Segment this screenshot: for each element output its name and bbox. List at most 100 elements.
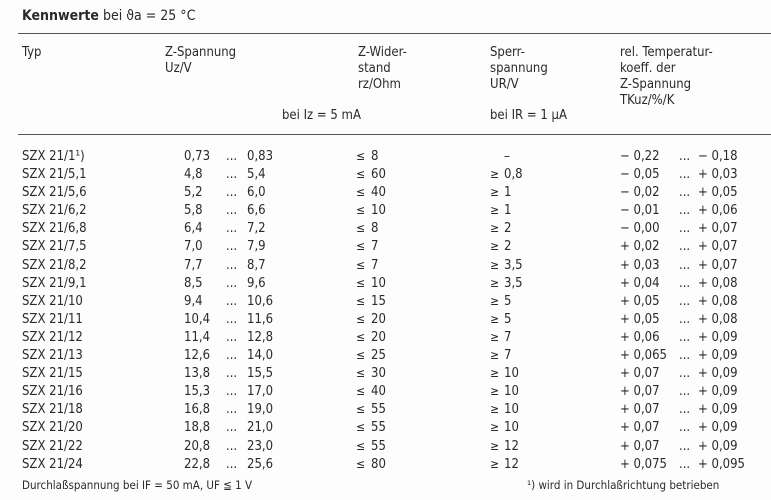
- tk-max-cell: + 0,09: [698, 384, 738, 400]
- type-cell: SZX 21/6,8: [22, 221, 87, 237]
- ur-symbol: ≥: [490, 456, 500, 471]
- uz-min-cell: 16,8: [184, 402, 211, 418]
- uz-max-cell: 17,0: [247, 384, 274, 400]
- uz-max-cell: 21,0: [247, 420, 274, 436]
- table-row: SZX 21/13 12,6... 14,0 ≤25 ≥7 + 0,065... + 0,0…: [0, 348, 771, 366]
- uz-min-cell: 12,6: [184, 348, 211, 364]
- table-row: SZX 21/6,2 5,8... 6,6 ≤10 ≥1 − 0,01... + 0,06: [0, 203, 771, 221]
- rz-symbol: ≤: [356, 257, 366, 272]
- ur-cell: 7: [504, 329, 512, 345]
- table-row: SZX 21/16 15,3... 17,0 ≤40 ≥10 + 0,07... + 0,0…: [0, 384, 771, 402]
- ur-cell: 12: [504, 456, 519, 472]
- rz-symbol: ≤: [356, 185, 366, 200]
- rz-cell: 25: [371, 348, 386, 364]
- ur-symbol: ≥: [490, 384, 500, 399]
- tk-min-cell: + 0,03: [620, 257, 660, 273]
- uz-min-cell: 0,73: [184, 149, 211, 164]
- uz-max-cell: 25,6: [247, 456, 274, 472]
- header-rule: [18, 134, 771, 135]
- tk-max-cell: + 0,08: [698, 311, 738, 327]
- table-row: SZX 21/20 18,8... 21,0 ≤55 ≥10 + 0,07... + 0,0…: [0, 420, 771, 438]
- uz-max-cell: 7,2: [247, 221, 266, 237]
- footer-forward-voltage: Durchlaßspannung bei IF = 50 mA, UF ≦ 1 …: [22, 478, 253, 492]
- uz-max-cell: 5,4: [247, 167, 266, 183]
- ur-symbol: ≥: [490, 402, 500, 417]
- tk-min-cell: + 0,07: [620, 402, 660, 418]
- ur-cell: –: [504, 149, 510, 164]
- range-dots: ...: [226, 366, 238, 382]
- uz-max-cell: 14,0: [247, 348, 274, 364]
- data-table: SZX 21/1¹) 0,73... 0,83 ≤8– − 0,22... − 0,18 S…: [0, 149, 771, 475]
- range-dots: ...: [679, 239, 691, 255]
- type-cell: SZX 21/5,6: [22, 185, 87, 201]
- ur-cell: 10: [504, 420, 519, 436]
- rz-cell: 10: [371, 275, 386, 291]
- range-dots: ...: [226, 257, 238, 273]
- header-tk-line: koeff. der: [620, 61, 676, 76]
- tk-max-cell: + 0,09: [698, 366, 738, 382]
- ur-symbol: ≥: [490, 185, 500, 200]
- range-dots: ...: [679, 348, 691, 364]
- range-dots: ...: [679, 275, 691, 291]
- type-cell: SZX 21/10: [22, 293, 83, 309]
- section-title: Kennwerte bei ϑa = 25 °C: [22, 8, 195, 24]
- uz-max-cell: 19,0: [247, 402, 274, 418]
- rz-cell: 40: [371, 384, 386, 400]
- range-dots: ...: [679, 420, 691, 436]
- rz-cell: 60: [371, 167, 386, 183]
- range-dots: ...: [226, 420, 238, 436]
- tk-min-cell: + 0,06: [620, 329, 660, 345]
- uz-min-cell: 22,8: [184, 456, 211, 472]
- header-tk-line: TKuz/%/K: [620, 93, 675, 108]
- rz-symbol: ≤: [356, 239, 366, 254]
- rz-symbol: ≤: [356, 402, 366, 417]
- ur-symbol: ≥: [490, 420, 500, 435]
- ur-symbol: ≥: [490, 221, 500, 236]
- rz-symbol: ≤: [356, 275, 366, 290]
- range-dots: ...: [226, 293, 238, 309]
- type-cell: SZX 21/16: [22, 384, 83, 400]
- ur-cell: 0,8: [504, 167, 523, 183]
- header-tk-line: rel. Temperatur-: [620, 45, 713, 60]
- range-dots: ...: [226, 402, 238, 418]
- uz-min-cell: 10,4: [184, 311, 211, 327]
- tk-min-cell: + 0,07: [620, 420, 660, 436]
- header-rz-line: stand: [358, 61, 391, 76]
- type-cell: SZX 21/1¹): [22, 149, 85, 164]
- uz-max-cell: 8,7: [247, 257, 266, 273]
- uz-max-cell: 0,83: [247, 149, 274, 164]
- tk-max-cell: + 0,07: [698, 257, 738, 273]
- ur-cell: 10: [504, 402, 519, 418]
- tk-min-cell: − 0,22: [620, 149, 660, 164]
- ur-cell: 2: [504, 239, 512, 255]
- rz-symbol: ≤: [356, 456, 366, 471]
- type-cell: SZX 21/12: [22, 329, 83, 345]
- type-cell: SZX 21/8,2: [22, 257, 87, 273]
- table-row: SZX 21/1¹) 0,73... 0,83 ≤8 – − 0,22... − 0,18: [0, 149, 771, 167]
- rz-cell: 20: [371, 329, 386, 345]
- uz-min-cell: 4,8: [184, 167, 203, 183]
- header-rz-line: Z-Wider-: [358, 45, 407, 60]
- rz-symbol: ≤: [356, 420, 366, 435]
- uz-min-cell: 20,8: [184, 438, 211, 454]
- range-dots: ...: [679, 366, 691, 382]
- uz-min-cell: 9,4: [184, 293, 203, 309]
- tk-max-cell: + 0,09: [698, 329, 738, 345]
- rz-cell: 80: [371, 456, 386, 472]
- range-dots: ...: [226, 185, 238, 201]
- rz-symbol: ≤: [356, 221, 366, 236]
- rz-symbol: ≤: [356, 366, 366, 381]
- tk-max-cell: − 0,18: [698, 149, 738, 164]
- tk-max-cell: + 0,095: [698, 456, 745, 472]
- tk-min-cell: − 0,00: [620, 221, 660, 237]
- rz-symbol: ≤: [356, 167, 366, 182]
- uz-min-cell: 7,0: [184, 239, 203, 255]
- table-row: SZX 21/9,1 8,5... 9,6 ≤10 ≥3,5 + 0,04... + 0,0…: [0, 276, 771, 294]
- table-row: SZX 21/10 9,4... 10,6 ≤15 ≥5 + 0,05... + 0,08: [0, 294, 771, 312]
- type-cell: SZX 21/13: [22, 348, 83, 364]
- tk-min-cell: + 0,02: [620, 239, 660, 255]
- header-uz-line: Z-Spannung: [165, 45, 237, 60]
- ur-cell: 3,5: [504, 257, 523, 273]
- range-dots: ...: [226, 438, 238, 454]
